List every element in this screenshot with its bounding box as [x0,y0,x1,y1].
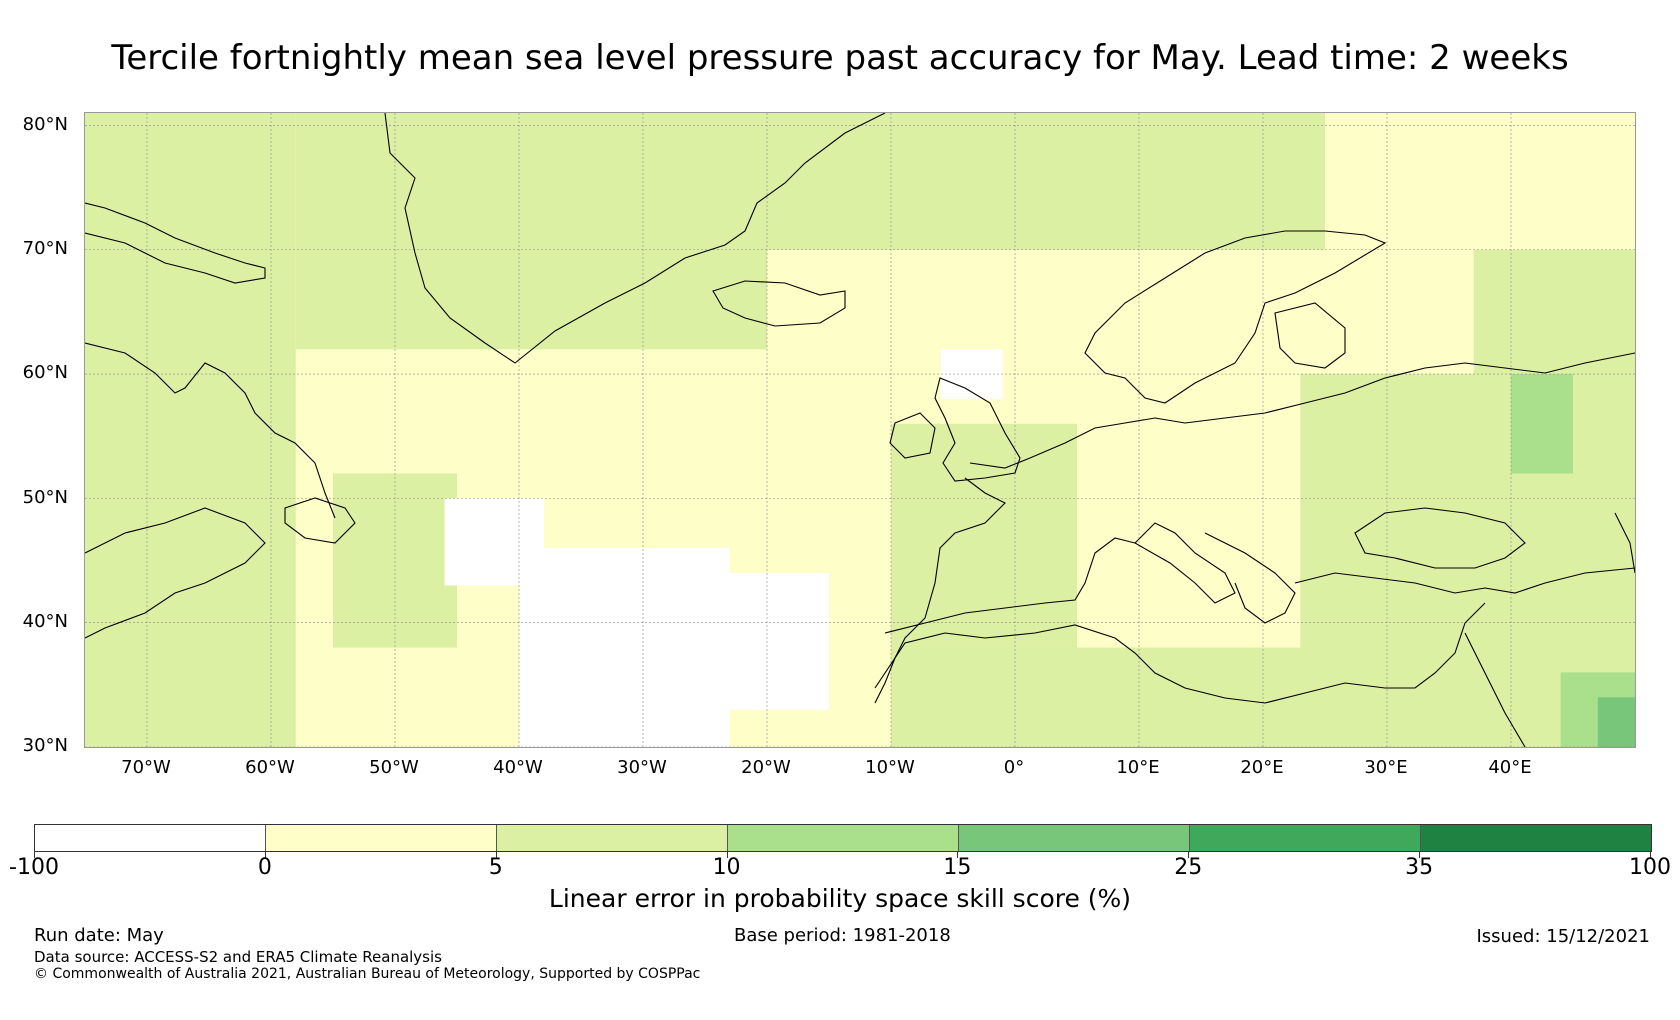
skill-region [1597,697,1635,747]
lat-label: 40°N [22,611,68,632]
skill-region [1511,374,1573,474]
colorbar-segment [959,825,1190,851]
lon-label: 70°W [121,757,171,778]
coastline-iberia-south [884,537,1136,634]
skill-fill-layer [85,113,1635,747]
colorbar-segment [497,825,728,851]
lon-label: 60°W [245,757,295,778]
lon-label: 0° [1003,757,1025,778]
base-period: Base period: 1981-2018 [734,925,951,946]
colorbar-label: Linear error in probability space skill … [548,884,1132,913]
coastline-red-sea [1464,632,1526,747]
skill-region [444,498,544,586]
lat-label: 50°N [22,487,68,508]
colorbar-segment [728,825,959,851]
copyright: © Commonwealth of Australia 2021, Austra… [34,966,701,982]
run-date: Run date: May [34,925,164,946]
skill-region [519,548,730,747]
map-panel [84,112,1636,748]
coastline-balkans-greece [1204,532,1296,624]
colorbar-tick [1419,852,1421,858]
map-canvas [85,113,1635,747]
colorbar-tick [264,852,266,858]
colorbar-segment [1421,825,1651,851]
colorbar-tick-label: 5 [488,855,503,880]
coastline-great-britain [934,377,1021,482]
skill-region [295,113,767,350]
colorbar-tick [1188,852,1190,858]
colorbar-tick [957,852,959,858]
coastline-finland [1274,302,1346,369]
skill-region [767,113,1325,250]
colorbar-tick [726,852,728,858]
coastline-iberia [874,477,1006,704]
colorbar-segment [1190,825,1421,851]
colorbar-tick [1650,852,1651,858]
graticule [85,113,1635,747]
colorbar-tick-label: 35 [1405,855,1434,880]
colorbar-segment [266,825,497,851]
coastline-newfoundland [284,497,356,544]
colorbar-tick [495,852,497,858]
skill-region [729,572,829,710]
coastline-norway [1084,230,1387,404]
coastline-iceland [712,280,846,327]
colorbar-tick-label: 15 [943,855,972,880]
coastline-caspian [1614,512,1635,574]
lat-label: 60°N [22,362,68,383]
colorbar-tick-label: 25 [1174,855,1203,880]
lat-label: 70°N [22,238,68,259]
coastline-us-east [85,507,266,639]
coastline-europe [969,352,1635,469]
colorbar [34,824,1652,852]
lon-label: 50°W [369,757,419,778]
colorbar-tick-label: 0 [257,855,272,880]
colorbar-segment [35,825,266,851]
issued-date: Issued: 15/12/2021 [1476,926,1650,947]
skill-region [1473,249,1635,375]
lon-label: 40°E [1488,757,1532,778]
lon-label: 20°W [741,757,791,778]
chart-title: Tercile fortnightly mean sea level press… [111,38,1569,78]
lon-label: 10°W [865,757,915,778]
skill-region [85,113,296,747]
colorbar-tick-label: 10 [712,855,741,880]
colorbar-tick-label: 100 [1629,855,1671,880]
colorbar-tick-label: -100 [9,855,59,880]
coastline-greenland [384,113,886,364]
lon-label: 30°E [1364,757,1408,778]
lat-label: 30°N [22,735,68,756]
lon-label: 20°E [1240,757,1284,778]
coastline-canada [85,202,266,284]
lat-label: 80°N [22,114,68,135]
coastline-black-sea [1354,507,1526,569]
coastline-ireland [889,412,936,459]
coastline-north-africa [874,602,1486,704]
lon-label: 10°E [1116,757,1160,778]
coastlines [85,113,1635,747]
coastline-canada-east [85,342,336,519]
lon-label: 40°W [493,757,543,778]
lon-label: 30°W [617,757,667,778]
colorbar-tick [34,852,35,858]
data-source: Data source: ACCESS-S2 and ERA5 Climate … [34,948,442,966]
coastline-italy [1134,522,1236,604]
skill-region [891,423,1077,648]
coastline-turkey [1294,567,1635,594]
